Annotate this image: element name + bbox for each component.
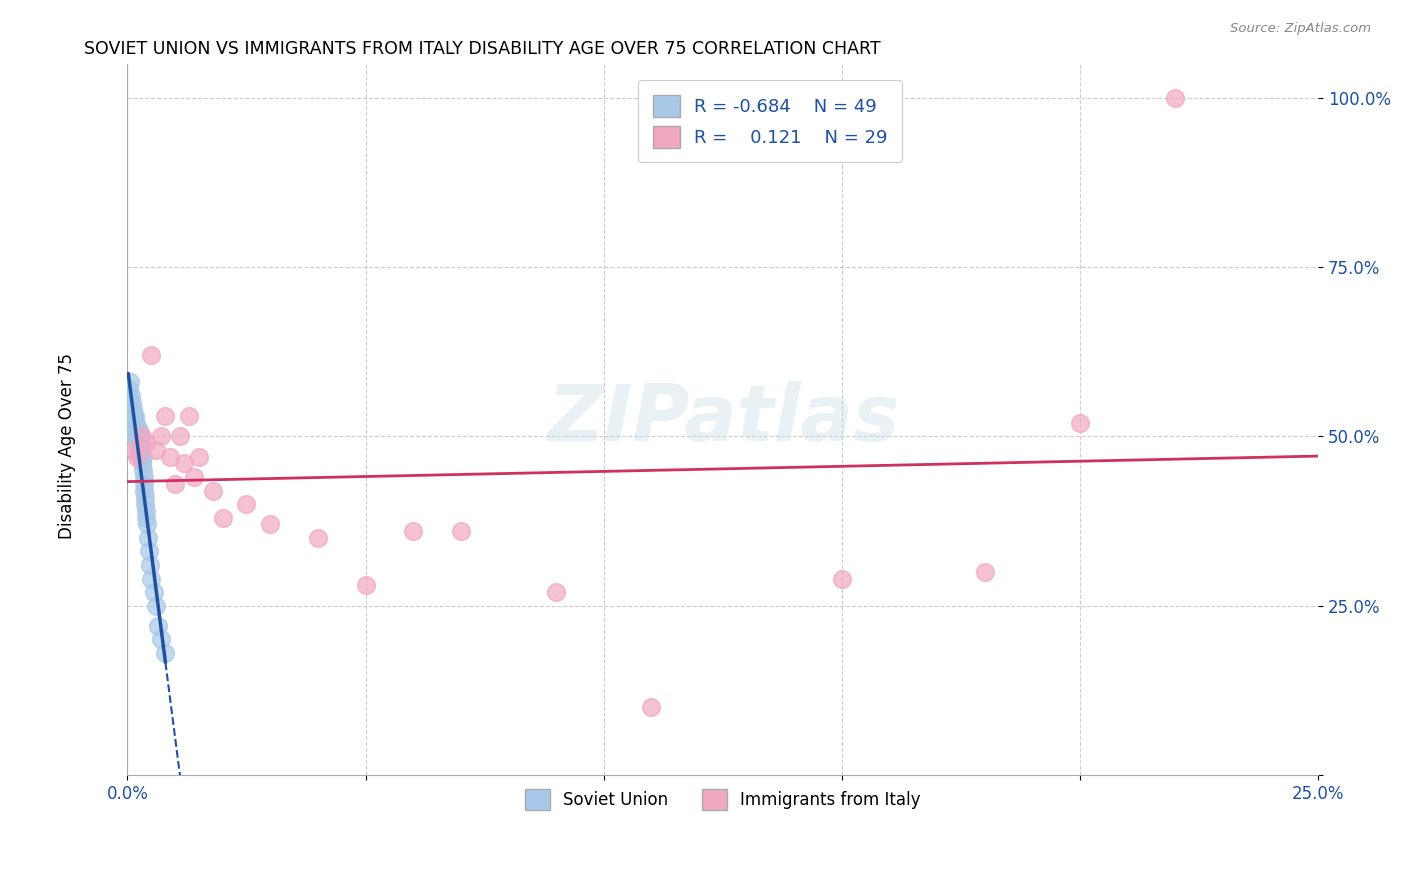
Point [129, 436, 152, 450]
Point [121, 402, 143, 417]
Point [402, 524, 425, 538]
Point [1164, 91, 1187, 105]
Point [134, 490, 156, 504]
Point [124, 416, 146, 430]
Point [155, 646, 177, 660]
Point [149, 429, 172, 443]
Point [544, 585, 567, 599]
Point [134, 483, 156, 498]
Point [134, 497, 156, 511]
Point [141, 572, 163, 586]
Point [141, 348, 163, 362]
Point [131, 442, 153, 457]
Point [129, 442, 152, 457]
Point [120, 409, 142, 423]
Point [148, 619, 170, 633]
Point [640, 700, 662, 714]
Text: ZIPatlas: ZIPatlas [547, 382, 898, 458]
Point [187, 450, 209, 464]
Point [135, 504, 157, 518]
Point [163, 476, 186, 491]
Point [132, 470, 155, 484]
Point [131, 463, 153, 477]
Point [259, 517, 281, 532]
Point [125, 450, 148, 464]
Point [202, 483, 225, 498]
Point [831, 572, 853, 586]
Point [1069, 416, 1091, 430]
Point [235, 497, 257, 511]
Point [145, 599, 167, 613]
Text: SOVIET UNION VS IMMIGRANTS FROM ITALY DISABILITY AGE OVER 75 CORRELATION CHART: SOVIET UNION VS IMMIGRANTS FROM ITALY DI… [84, 40, 882, 58]
Point [118, 395, 141, 409]
Point [973, 565, 995, 579]
Point [450, 524, 472, 538]
Point [121, 416, 143, 430]
Point [118, 382, 141, 396]
Point [135, 510, 157, 524]
Point [122, 409, 145, 423]
Point [124, 423, 146, 437]
Point [127, 423, 149, 437]
Point [127, 436, 149, 450]
Point [211, 510, 233, 524]
Legend: Soviet Union, Immigrants from Italy: Soviet Union, Immigrants from Italy [519, 782, 928, 816]
Point [128, 442, 150, 457]
Point [127, 429, 149, 443]
Point [122, 423, 145, 437]
Point [179, 409, 201, 423]
Point [183, 470, 205, 484]
Point [155, 409, 177, 423]
Point [138, 544, 160, 558]
Point [132, 450, 155, 464]
Point [159, 450, 181, 464]
Text: Source: ZipAtlas.com: Source: ZipAtlas.com [1230, 22, 1371, 36]
Point [139, 558, 162, 572]
Point [128, 429, 150, 443]
Point [136, 517, 159, 532]
Point [131, 429, 153, 443]
Point [169, 429, 191, 443]
Point [128, 423, 150, 437]
Point [117, 389, 139, 403]
Point [121, 395, 143, 409]
Point [136, 531, 159, 545]
Point [129, 450, 152, 464]
Point [120, 389, 142, 403]
Point [124, 442, 146, 457]
Point [125, 429, 148, 443]
Point [124, 409, 146, 423]
Point [142, 585, 165, 599]
Point [122, 429, 145, 443]
Point [173, 457, 195, 471]
Point [135, 436, 157, 450]
Point [132, 476, 155, 491]
Point [125, 416, 148, 430]
Point [120, 402, 142, 417]
Point [131, 457, 153, 471]
Point [307, 531, 329, 545]
Point [145, 442, 167, 457]
Point [125, 436, 148, 450]
Point [354, 578, 377, 592]
Text: Disability Age Over 75: Disability Age Over 75 [59, 353, 76, 539]
Point [118, 375, 141, 389]
Point [149, 632, 172, 647]
